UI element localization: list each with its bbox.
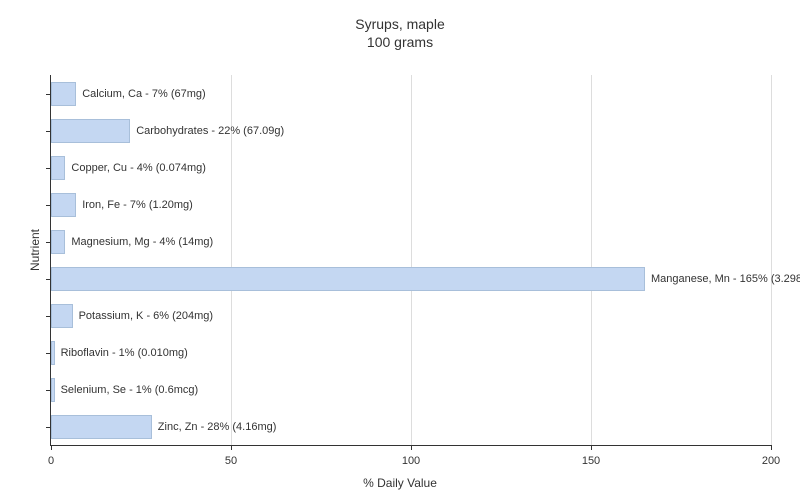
x-tick-label: 50 [225,455,237,467]
title-line-2: 100 grams [0,33,800,51]
grid-line [591,75,592,445]
bar-label: Zinc, Zn - 28% (4.16mg) [158,421,277,433]
x-tick-label: 100 [402,455,420,467]
plot-area: 050100150200Calcium, Ca - 7% (67mg)Carbo… [50,75,771,446]
bar [51,193,76,217]
x-axis-label: % Daily Value [363,476,437,490]
bar-label: Manganese, Mn - 165% (3.298mg) [651,273,800,285]
y-tick [46,353,51,354]
bar-label: Selenium, Se - 1% (0.6mcg) [61,384,199,396]
y-tick [46,131,51,132]
title-line-1: Syrups, maple [0,15,800,33]
x-tick-label: 0 [48,455,54,467]
bar [51,156,65,180]
y-tick [46,205,51,206]
y-tick [46,242,51,243]
bar [51,415,152,439]
x-tick-label: 150 [582,455,600,467]
bar-label: Copper, Cu - 4% (0.074mg) [71,162,206,174]
bar [51,341,55,365]
x-tick [411,445,412,450]
chart-title: Syrups, maple 100 grams [0,0,800,51]
bar-label: Magnesium, Mg - 4% (14mg) [71,236,213,248]
y-axis-label: Nutrient [28,229,42,271]
bar [51,267,645,291]
bar [51,378,55,402]
y-tick [46,427,51,428]
bar [51,304,73,328]
y-tick [46,316,51,317]
grid-line [411,75,412,445]
y-tick [46,168,51,169]
x-tick [51,445,52,450]
x-tick [771,445,772,450]
bar-label: Iron, Fe - 7% (1.20mg) [82,199,193,211]
x-tick-label: 200 [762,455,780,467]
bar-label: Carbohydrates - 22% (67.09g) [136,125,284,137]
y-tick [46,390,51,391]
grid-line [771,75,772,445]
bar-label: Potassium, K - 6% (204mg) [79,310,214,322]
x-tick [231,445,232,450]
y-tick [46,279,51,280]
nutrient-chart: Syrups, maple 100 grams Nutrient 0501001… [0,0,800,500]
y-tick [46,94,51,95]
bar [51,82,76,106]
bar-label: Calcium, Ca - 7% (67mg) [82,88,205,100]
bar [51,119,130,143]
bar [51,230,65,254]
x-tick [591,445,592,450]
bar-label: Riboflavin - 1% (0.010mg) [61,347,188,359]
